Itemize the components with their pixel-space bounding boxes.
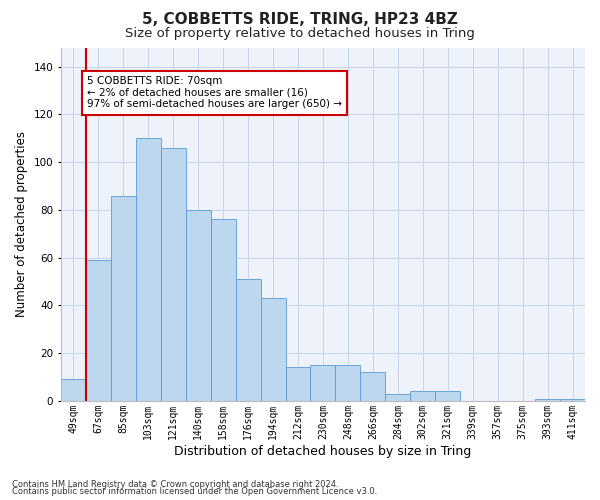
Bar — [560, 398, 585, 401]
Bar — [361, 372, 385, 401]
Y-axis label: Number of detached properties: Number of detached properties — [15, 131, 28, 317]
Bar — [136, 138, 161, 401]
Bar — [335, 365, 361, 401]
Text: 5, COBBETTS RIDE, TRING, HP23 4BZ: 5, COBBETTS RIDE, TRING, HP23 4BZ — [142, 12, 458, 28]
Text: Size of property relative to detached houses in Tring: Size of property relative to detached ho… — [125, 28, 475, 40]
Bar — [111, 196, 136, 401]
Bar — [410, 392, 435, 401]
Text: Contains public sector information licensed under the Open Government Licence v3: Contains public sector information licen… — [12, 488, 377, 496]
Text: Contains HM Land Registry data © Crown copyright and database right 2024.: Contains HM Land Registry data © Crown c… — [12, 480, 338, 489]
X-axis label: Distribution of detached houses by size in Tring: Distribution of detached houses by size … — [175, 444, 472, 458]
Bar — [186, 210, 211, 401]
Bar — [435, 392, 460, 401]
Bar — [211, 220, 236, 401]
Bar — [535, 398, 560, 401]
Bar — [310, 365, 335, 401]
Text: 5 COBBETTS RIDE: 70sqm
← 2% of detached houses are smaller (16)
97% of semi-deta: 5 COBBETTS RIDE: 70sqm ← 2% of detached … — [87, 76, 342, 110]
Bar — [286, 368, 310, 401]
Bar — [61, 380, 86, 401]
Bar — [260, 298, 286, 401]
Bar — [236, 279, 260, 401]
Bar — [385, 394, 410, 401]
Bar — [161, 148, 186, 401]
Bar — [86, 260, 111, 401]
